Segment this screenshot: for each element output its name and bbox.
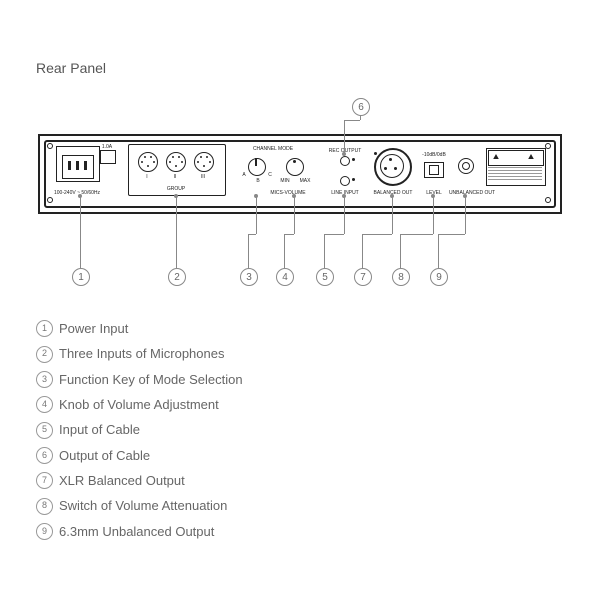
din-pin <box>178 156 180 158</box>
attn-db-label: -10dB/0dB <box>418 152 450 158</box>
warning-triangle-icon <box>493 154 499 159</box>
page-title: Rear Panel <box>36 60 106 76</box>
screw-icon <box>545 197 551 203</box>
fuse-box <box>100 150 116 164</box>
legend-item: 6Output of Cable <box>36 443 243 468</box>
din-pin <box>147 165 149 167</box>
unbalanced-label: UNBALANCED OUT <box>446 190 498 196</box>
legend-item: 5Input of Cable <box>36 417 243 442</box>
xlr-pin <box>389 158 392 161</box>
din-pin <box>175 165 177 167</box>
rec-output-jack <box>340 156 350 166</box>
din-pin <box>181 161 183 163</box>
mode-switch-pointer <box>255 158 257 166</box>
knob-dot <box>293 160 296 163</box>
din-pin <box>197 161 199 163</box>
screw-icon <box>47 197 53 203</box>
mode-c: C <box>266 172 274 178</box>
legend-item: 4Knob of Volume Adjustment <box>36 392 243 417</box>
din-pin <box>209 161 211 163</box>
din-pin <box>169 161 171 163</box>
max-label: MAX <box>298 178 312 184</box>
min-label: MIN <box>278 178 292 184</box>
legend-item: 3Function Key of Mode Selection <box>36 367 243 392</box>
mode-b: B <box>254 178 262 184</box>
group-label: GROUP <box>128 186 224 192</box>
xlr-latch <box>374 152 377 155</box>
mic-input-1-label: I <box>138 174 156 180</box>
mode-switch <box>248 158 266 176</box>
xlr-pin <box>384 167 387 170</box>
din-pin <box>172 156 174 158</box>
screw-icon <box>47 143 53 149</box>
line-dot <box>352 178 355 181</box>
din-pin <box>150 156 152 158</box>
mics-volume-label: MICS-VOLUME <box>258 190 318 196</box>
iec-pin <box>68 161 71 170</box>
iec-pin <box>76 161 79 170</box>
warning-text <box>488 167 542 182</box>
xlr-ring <box>380 154 404 178</box>
fuse-label: 1.0A <box>100 144 114 150</box>
legend-item: 8Switch of Volume Attenuation <box>36 493 243 518</box>
mode-a: A <box>240 172 248 178</box>
din-pin <box>144 156 146 158</box>
legend-item: 96.3mm Unbalanced Output <box>36 519 243 544</box>
din-pin <box>203 165 205 167</box>
din-pin <box>153 161 155 163</box>
legend-item: 2Three Inputs of Microphones <box>36 341 243 366</box>
attn-switch-button <box>429 165 439 175</box>
din-pin <box>141 161 143 163</box>
din-pin <box>206 156 208 158</box>
din-pin <box>200 156 202 158</box>
mic-input-3-label: III <box>194 174 212 180</box>
xlr-pin <box>394 167 397 170</box>
legend-list: 1Power Input2Three Inputs of Microphones… <box>36 316 243 544</box>
legend-item: 1Power Input <box>36 316 243 341</box>
warning-triangle-icon <box>528 154 534 159</box>
voltage-label: 100-240V ~ 50/60Hz <box>54 190 124 196</box>
rec-dot <box>352 158 355 161</box>
iec-pin <box>84 161 87 170</box>
mic-input-2-label: II <box>166 174 184 180</box>
channel-header: CHANNEL MODE <box>238 146 308 152</box>
unbalanced-jack-inner <box>462 162 470 170</box>
legend-item: 7XLR Balanced Output <box>36 468 243 493</box>
line-input-jack <box>340 176 350 186</box>
